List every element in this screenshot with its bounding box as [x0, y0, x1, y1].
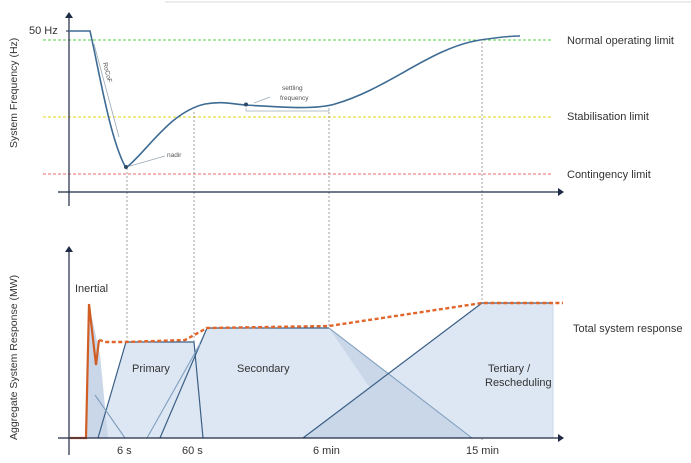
x-tick-6min: 6 min	[313, 445, 340, 457]
nadir-leader-line	[129, 155, 166, 167]
settling-leader-line	[253, 96, 271, 104]
x-tick-6s: 6 s	[117, 445, 132, 457]
stabilisation-limit-label: Stabilisation limit	[567, 111, 649, 123]
primary-region	[98, 342, 203, 438]
x-tick-15min: 15 min	[466, 445, 499, 457]
secondary-ramp-up-light	[146, 343, 201, 439]
response-chart: Aggregate System Response (MW) Inertial …	[8, 246, 682, 457]
response-y-axis-arrow	[65, 246, 73, 252]
secondary-label: Secondary	[237, 363, 290, 375]
response-y-axis-label: Aggregate System Response (MW)	[8, 275, 20, 440]
inertial-label: Inertial	[75, 283, 108, 295]
rocof-tangent-line	[93, 43, 120, 138]
total-system-response-label: Total system response	[573, 323, 682, 335]
settling-marker	[244, 102, 248, 107]
frequency-chart: System Frequency (Hz) 50 Hz RoCoF nadir …	[8, 12, 674, 440]
nadir-label: nadir	[167, 152, 182, 159]
settling-label-line1: settling	[282, 85, 303, 92]
total-system-response-line	[98, 301, 563, 344]
x-tick-60s: 60 s	[182, 445, 203, 457]
settling-label-line2: frequency	[280, 95, 309, 102]
frequency-x-axis-arrow	[558, 188, 564, 196]
settling-bracket	[245, 108, 330, 112]
secondary-overlap-shade	[303, 328, 472, 438]
inertial-decay-line	[94, 394, 126, 439]
inertial-region	[87, 304, 108, 438]
nadir-marker	[124, 165, 128, 169]
frequency-y-axis-arrow	[65, 12, 73, 18]
tertiary-label-line1: Tertiary /	[488, 363, 531, 375]
response-x-axis-arrow	[558, 434, 564, 442]
tertiary-edge	[302, 302, 553, 439]
primary-label: Primary	[132, 363, 170, 375]
tertiary-label-line2: Rescheduling	[485, 377, 552, 389]
rocof-label: RoCoF	[101, 62, 113, 84]
normal-operating-limit-label: Normal operating limit	[567, 35, 674, 47]
y-tick-50hz: 50 Hz	[29, 25, 58, 37]
frequency-y-axis-label: System Frequency (Hz)	[8, 38, 20, 148]
secondary-ramp-down	[328, 327, 473, 439]
contingency-limit-label: Contingency limit	[567, 169, 651, 181]
